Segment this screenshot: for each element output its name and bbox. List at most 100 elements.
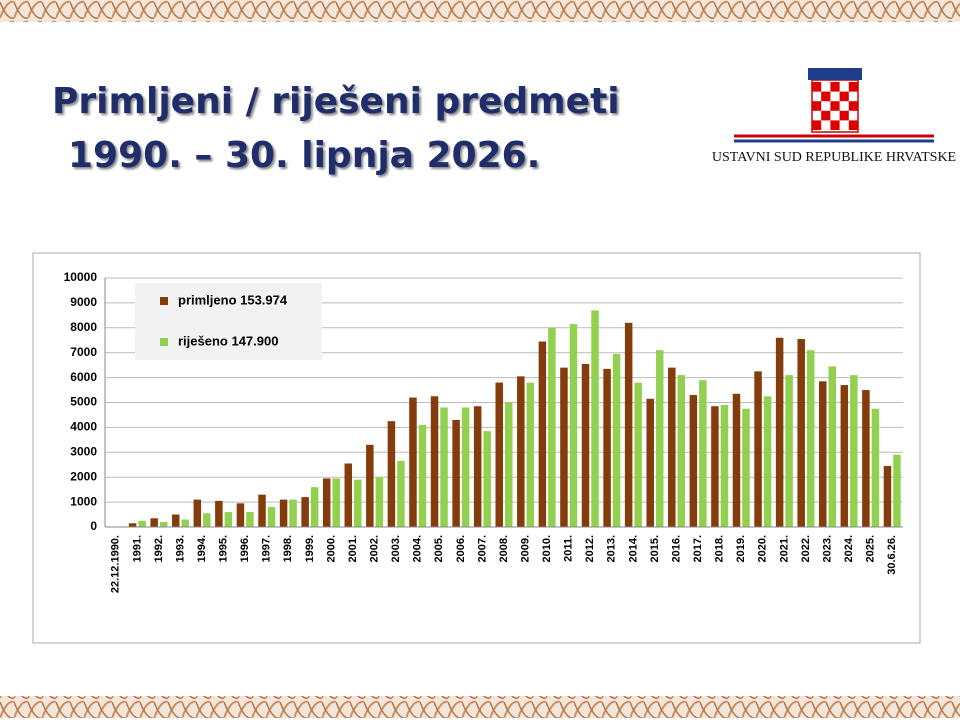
bar <box>883 465 892 527</box>
bar <box>612 353 621 527</box>
x-tick-label: 2019. <box>735 535 747 563</box>
x-tick-label: 2014. <box>627 535 639 563</box>
crest-check <box>821 91 831 102</box>
crest-check <box>830 101 840 111</box>
x-tick-label: 2009. <box>519 535 531 563</box>
bar <box>215 500 223 527</box>
bar <box>452 419 460 527</box>
bar <box>289 499 297 527</box>
bar <box>301 497 309 527</box>
x-tick-label: 2001. <box>347 535 359 563</box>
logo: USTAVNI SUD REPUBLIKE HRVATSKE <box>712 68 956 165</box>
legend-box <box>135 283 322 360</box>
bar <box>634 382 642 527</box>
bar <box>128 523 137 527</box>
bar <box>569 324 578 527</box>
y-tick-label: 2000 <box>70 469 97 483</box>
bar <box>668 367 676 527</box>
bar <box>742 408 750 527</box>
bar <box>181 519 189 527</box>
crest-check <box>821 110 831 121</box>
bar <box>732 393 741 527</box>
bar <box>171 514 180 527</box>
x-tick-label: 1995. <box>218 535 230 563</box>
x-tick-label: 1996. <box>239 535 251 563</box>
bar <box>689 395 698 527</box>
x-tick-label: 2018. <box>714 535 726 563</box>
x-tick-label: 1997. <box>261 535 273 563</box>
bar <box>418 424 427 527</box>
crest-check <box>848 82 858 92</box>
bar <box>526 382 535 527</box>
bar <box>375 477 384 527</box>
y-tick-label: 6000 <box>70 370 97 384</box>
bar <box>344 463 353 527</box>
x-tick-label: 2010. <box>541 535 553 563</box>
bar <box>246 512 254 527</box>
bar <box>495 382 503 527</box>
y-tick-label: 5000 <box>70 395 97 409</box>
x-tick-label: 2015. <box>649 535 661 563</box>
bar <box>828 366 837 527</box>
y-tick-label: 4000 <box>70 420 97 434</box>
x-tick-label: 2000. <box>325 535 337 563</box>
bar <box>560 367 568 527</box>
bar <box>203 513 211 527</box>
bar <box>893 454 901 527</box>
bar <box>591 310 599 527</box>
crest-check <box>848 101 858 111</box>
bar <box>366 444 374 527</box>
crown <box>808 68 862 80</box>
logo-text: USTAVNI SUD REPUBLIKE HRVATSKE <box>712 150 956 165</box>
bar <box>397 461 405 527</box>
x-tick-label: 1991. <box>131 535 143 563</box>
bar <box>775 337 784 527</box>
bar <box>505 402 513 527</box>
bar <box>720 404 729 527</box>
legend-label: primljeno 153.974 <box>178 292 288 307</box>
x-tick-label: 2020. <box>757 535 769 563</box>
x-tick-label: 2017. <box>692 535 704 563</box>
bar <box>258 494 266 527</box>
bar <box>581 363 590 527</box>
bar <box>279 499 288 527</box>
x-tick-label: 1994. <box>196 535 208 563</box>
bar <box>354 479 362 527</box>
crest-check <box>812 101 822 111</box>
bar <box>150 518 158 527</box>
y-tick-label: 0 <box>90 519 97 533</box>
bar <box>840 385 849 527</box>
x-tick-label: 22.12.1990. <box>110 535 122 593</box>
bar <box>538 341 547 527</box>
x-tick-label: 2008. <box>498 535 510 563</box>
crest-check <box>830 82 840 92</box>
chart: 0 1000 2000 3000 4000 5000 6000 7000 8000 9000 100… <box>64 270 903 593</box>
bar <box>871 408 880 527</box>
bar <box>797 339 805 527</box>
x-tick-label: 30.6.26. <box>886 535 898 575</box>
crest-check <box>812 120 822 130</box>
bar <box>387 421 396 527</box>
crest-check <box>839 110 849 121</box>
x-tick-label: 2011. <box>563 535 575 562</box>
bar <box>483 431 491 527</box>
y-tick-label: 3000 <box>70 444 97 458</box>
x-tick-label: 2007. <box>476 535 488 563</box>
bar <box>711 406 719 527</box>
x-tick-label: 2023. <box>821 535 833 563</box>
bar <box>409 397 417 527</box>
bar <box>806 350 815 527</box>
y-tick-label: 8000 <box>70 320 97 334</box>
y-tick-label: 1000 <box>70 494 97 508</box>
bar <box>646 398 654 527</box>
x-tick-label: 1999. <box>304 535 316 563</box>
bar <box>655 350 664 527</box>
y-tick-label: 9000 <box>70 295 97 309</box>
x-tick-label: 2012. <box>584 535 596 563</box>
x-tick-label: 2006. <box>455 535 467 563</box>
bar <box>440 407 448 527</box>
bar <box>699 380 707 527</box>
y-tick-label: 7000 <box>70 345 97 359</box>
